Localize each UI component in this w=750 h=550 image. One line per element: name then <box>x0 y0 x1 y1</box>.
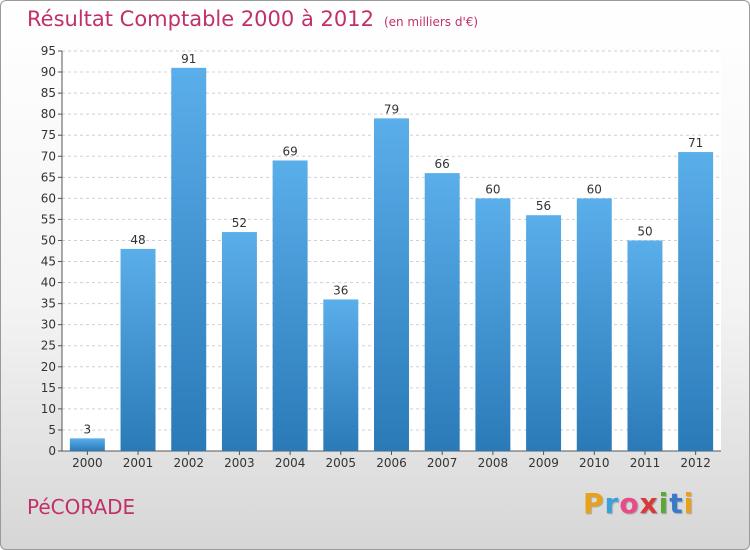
logo-letter: o <box>619 487 640 520</box>
x-tick-label-2012: 2012 <box>680 456 711 470</box>
chart-title-text: Résultat Comptable 2000 à 2012 <box>27 7 374 31</box>
y-tick-label: 75 <box>41 128 56 142</box>
bar-2001 <box>120 248 156 451</box>
logo-letter: i <box>658 487 670 520</box>
chart-subtitle: (en milliers d'€) <box>383 15 479 29</box>
logo-letter: r <box>604 487 620 520</box>
bar-2004 <box>272 160 308 451</box>
y-tick-label: 25 <box>41 339 56 353</box>
data-label-2012: 71 <box>688 136 703 150</box>
bar-2005 <box>323 299 359 451</box>
x-tick-label-2002: 2002 <box>173 456 204 470</box>
data-label-2000: 3 <box>84 422 92 436</box>
bar-2012 <box>678 152 714 452</box>
logo-letter: i <box>683 487 695 520</box>
y-tick-label: 30 <box>41 318 56 332</box>
y-tick-label: 60 <box>41 191 56 205</box>
logo-letter: P <box>583 487 605 520</box>
x-tick-label-2004: 2004 <box>275 456 306 470</box>
x-tick-label-2009: 2009 <box>528 456 559 470</box>
y-tick-label: 5 <box>48 423 56 437</box>
bar-2007 <box>424 173 460 451</box>
commune-name: PéCORADE <box>27 495 136 519</box>
y-tick-label: 40 <box>41 276 56 290</box>
data-label-2011: 50 <box>637 224 652 238</box>
data-label-2004: 69 <box>282 144 297 158</box>
x-tick-label-2006: 2006 <box>376 456 407 470</box>
logo-letter: x <box>639 487 659 520</box>
bar-2011 <box>627 240 663 451</box>
chart-title: Résultat Comptable 2000 à 2012 (en millie… <box>27 7 478 31</box>
x-tick-label-2005: 2005 <box>326 456 357 470</box>
x-tick-label-2003: 2003 <box>224 456 255 470</box>
x-tick-label-2000: 2000 <box>72 456 103 470</box>
x-tick-label-2007: 2007 <box>427 456 458 470</box>
y-tick-label: 15 <box>41 381 56 395</box>
y-tick-label: 10 <box>41 402 56 416</box>
data-label-2008: 60 <box>485 182 500 196</box>
bar-2000 <box>69 438 105 451</box>
bar-2002 <box>171 67 207 451</box>
y-tick-label: 90 <box>41 65 56 79</box>
y-tick-label: 45 <box>41 255 56 269</box>
bar-2010 <box>576 198 612 451</box>
bar-2009 <box>526 215 562 451</box>
x-tick-label-2008: 2008 <box>478 456 509 470</box>
data-label-2005: 36 <box>333 283 348 297</box>
data-label-2002: 91 <box>181 52 196 66</box>
bar-2003 <box>221 232 257 451</box>
bar-2006 <box>374 118 409 452</box>
x-tick-label-2001: 2001 <box>123 456 154 470</box>
bar-2008 <box>475 198 511 451</box>
y-tick-label: 85 <box>41 86 56 100</box>
data-label-2010: 60 <box>587 182 602 196</box>
y-tick-label: 65 <box>41 170 56 184</box>
y-tick-label: 0 <box>48 444 56 458</box>
data-label-2001: 48 <box>130 233 145 247</box>
y-tick-label: 70 <box>41 149 56 163</box>
y-tick-label: 95 <box>41 44 56 58</box>
y-tick-label: 20 <box>41 360 56 374</box>
y-tick-label: 35 <box>41 297 56 311</box>
logo-letter: t <box>669 487 684 520</box>
x-tick-label-2010: 2010 <box>579 456 610 470</box>
proxiti-logo: Proxiti <box>583 487 694 520</box>
data-label-2006: 79 <box>384 102 399 116</box>
data-label-2007: 66 <box>435 157 450 171</box>
data-label-2003: 52 <box>232 216 247 230</box>
y-tick-label: 80 <box>41 107 56 121</box>
data-label-2009: 56 <box>536 199 551 213</box>
y-tick-label: 50 <box>41 233 56 247</box>
x-tick-label-2011: 2011 <box>630 456 661 470</box>
y-tick-label: 55 <box>41 212 56 226</box>
